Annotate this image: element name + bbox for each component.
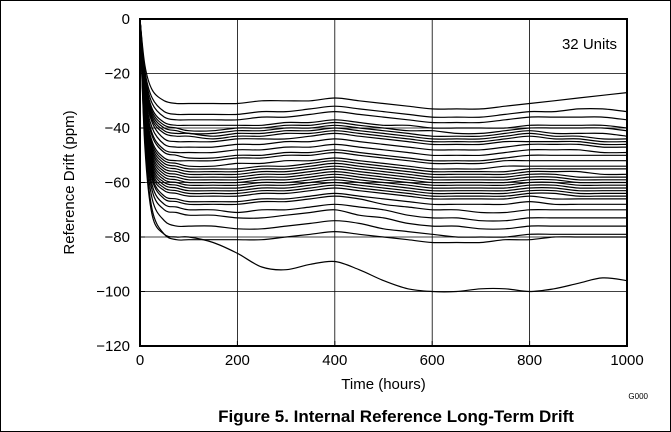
series-line <box>139 18 628 110</box>
series-line <box>139 18 627 178</box>
y-tick-label: 0 <box>122 11 130 28</box>
x-tick-label: 1000 <box>610 352 643 369</box>
y-tick-label: −20 <box>105 66 130 83</box>
series-line <box>139 18 627 173</box>
series-line <box>139 18 627 170</box>
series-line <box>139 18 628 176</box>
series-line <box>139 18 627 192</box>
series-line <box>139 18 627 238</box>
series-line <box>139 18 628 135</box>
x-tick-label: 600 <box>420 352 445 369</box>
series-line <box>139 18 627 200</box>
figure-caption: Figure 5. Internal Reference Long-Term D… <box>218 407 574 426</box>
x-tick-label: 800 <box>517 352 542 369</box>
series-line <box>139 18 627 189</box>
series-line <box>139 18 628 129</box>
y-tick-label: −120 <box>96 338 130 355</box>
y-tick-label: −60 <box>105 175 130 192</box>
series-line <box>139 18 627 184</box>
series-line <box>139 18 627 244</box>
units-annotation: 32 Units <box>562 36 617 53</box>
series-line <box>139 18 628 151</box>
series-line <box>139 18 628 124</box>
y-tick-label: −80 <box>105 229 130 246</box>
series-lines <box>139 18 628 293</box>
series-line <box>139 18 627 181</box>
plot-area-border <box>139 18 628 347</box>
series-line <box>139 18 627 214</box>
series-line <box>139 18 627 197</box>
y-axis-label: Reference Drift (ppm) <box>61 110 78 254</box>
x-tick-label: 200 <box>225 352 250 369</box>
x-axis-label: Time (hours) <box>341 376 425 393</box>
graphic-code: G000 <box>628 392 648 401</box>
series-line <box>139 18 628 293</box>
series-line <box>139 18 627 206</box>
series-line <box>139 18 628 157</box>
y-tick-label: −40 <box>105 120 130 137</box>
y-tick-label: −100 <box>96 284 130 301</box>
series-line <box>139 18 627 187</box>
series-line <box>139 18 627 195</box>
x-tick-label: 0 <box>136 352 144 369</box>
series-line <box>139 18 628 137</box>
series-line <box>139 18 628 146</box>
series-line <box>139 18 628 140</box>
series-line <box>139 18 627 165</box>
tick-labels: 0 200 400 600 800 1000 0 −20 −40 −60 −80 −100 −120 <box>96 11 643 369</box>
series-line <box>139 18 627 162</box>
series-line <box>139 18 628 143</box>
series-line <box>139 18 627 222</box>
series-line <box>139 18 627 230</box>
series-line <box>139 18 628 118</box>
x-tick-label: 400 <box>322 352 347 369</box>
